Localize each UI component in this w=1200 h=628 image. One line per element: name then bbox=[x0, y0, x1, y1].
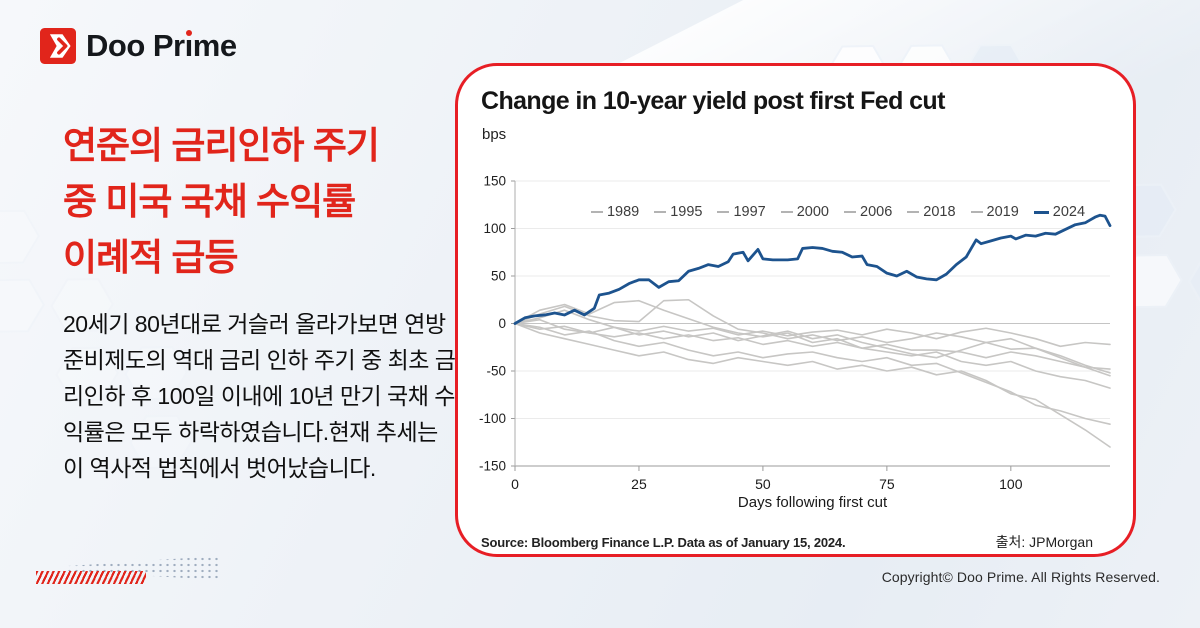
legend-label: 2019 bbox=[986, 204, 1019, 220]
chart-x-axis-label: Days following first cut bbox=[737, 494, 888, 511]
doo-prime-logo-icon bbox=[40, 28, 76, 64]
legend-dash-icon bbox=[780, 211, 793, 213]
svg-text:150: 150 bbox=[483, 174, 506, 189]
chart-source-right: 출처: JPMorgan bbox=[995, 534, 1093, 550]
headline-line: 이례적 급등 bbox=[63, 237, 238, 278]
headline-line: 연준의 금리인하 주기 bbox=[63, 125, 380, 166]
brand-name-i-reddot: ı bbox=[184, 28, 194, 63]
legend-dash-icon bbox=[907, 211, 920, 213]
red-hatch-decoration bbox=[36, 571, 146, 584]
headline: 연준의 금리인하 주기 중 미국 국채 수익률 이례적 급등 bbox=[63, 118, 463, 286]
legend-item-1989: 1989 bbox=[590, 204, 640, 220]
chart-y-unit: bps bbox=[482, 126, 507, 143]
svg-text:50: 50 bbox=[755, 476, 771, 491]
legend-dash-icon bbox=[717, 211, 730, 213]
svg-text:-100: -100 bbox=[479, 411, 506, 426]
svg-text:100: 100 bbox=[999, 476, 1023, 491]
svg-text:-150: -150 bbox=[479, 459, 506, 474]
legend-label: 2000 bbox=[796, 204, 829, 220]
legend-item-1995: 1995 bbox=[654, 204, 702, 220]
legend-item-2018: 2018 bbox=[907, 204, 956, 220]
body-paragraph: 20세기 80년대로 거슬러 올라가보면 연방준비제도의 역대 금리 인하 주기… bbox=[63, 311, 456, 481]
chart-card: Change in 10-year yield post first Fed c… bbox=[455, 63, 1136, 557]
legend-label: 2006 bbox=[860, 204, 893, 220]
legend-item-2024: 2024 bbox=[1033, 204, 1086, 220]
chart-legend: 1989 1995 1997 2000 2006 2018 2019 2024 bbox=[508, 204, 1168, 220]
svg-text:50: 50 bbox=[491, 269, 506, 284]
svg-text:0: 0 bbox=[498, 316, 506, 331]
legend-dash-icon bbox=[844, 211, 856, 213]
copyright-text: Copyright© Doo Prime. All Rights Reserve… bbox=[881, 569, 1160, 585]
legend-label: 1989 bbox=[606, 204, 640, 220]
svg-text:-50: -50 bbox=[486, 364, 506, 379]
legend-label: 2018 bbox=[923, 204, 956, 220]
legend-label: 1995 bbox=[670, 204, 703, 220]
legend-item-1997: 1997 bbox=[717, 204, 766, 220]
legend-dash-icon bbox=[970, 211, 983, 213]
legend-label: 1997 bbox=[733, 204, 766, 220]
legend-label: 2024 bbox=[1052, 204, 1086, 220]
chart-area: 150 100 50 0 -50 -100 -150 0 25 50 75 100 bbox=[470, 161, 1130, 492]
yield-line-chart: 150 100 50 0 -50 -100 -150 0 25 50 75 100 bbox=[479, 174, 1112, 492]
chart-title: Change in 10-year yield post first Fed c… bbox=[481, 87, 945, 115]
chart-footer: Source: Bloomberg Finance L.P. Data as o… bbox=[481, 532, 1093, 552]
legend-item-2019: 2019 bbox=[970, 204, 1019, 220]
legend-dash-icon bbox=[1033, 210, 1049, 214]
chart-source-left: Source: Bloomberg Finance L.P. Data as o… bbox=[481, 535, 846, 550]
legend-dash-icon bbox=[654, 211, 667, 213]
legend-dash-icon bbox=[590, 211, 603, 213]
brand-logo: Doo Prıme bbox=[40, 28, 237, 64]
svg-text:100: 100 bbox=[483, 221, 506, 236]
brand-name: Doo Prıme bbox=[86, 28, 237, 63]
legend-item-2006: 2006 bbox=[844, 204, 892, 220]
svg-text:0: 0 bbox=[511, 476, 519, 491]
headline-line: 중 미국 국채 수익률 bbox=[63, 181, 356, 222]
svg-text:25: 25 bbox=[631, 476, 647, 491]
svg-text:75: 75 bbox=[879, 476, 895, 491]
legend-item-2000: 2000 bbox=[780, 204, 829, 220]
